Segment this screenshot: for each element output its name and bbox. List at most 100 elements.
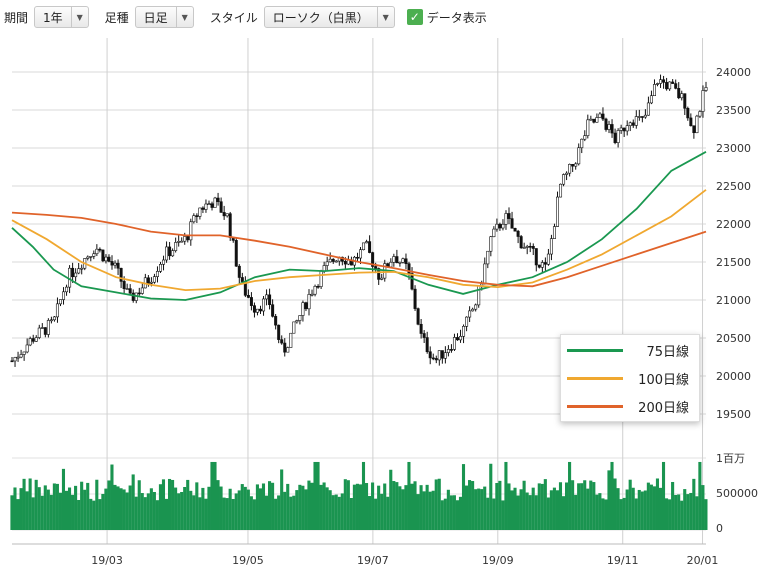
candle-body (213, 197, 217, 208)
candle-body (343, 261, 347, 265)
volume-bar (513, 487, 517, 530)
style-value: ローソク（白黒） (272, 10, 369, 25)
candle-body (289, 332, 293, 348)
volume-bar (474, 489, 478, 530)
candlestick (89, 256, 93, 262)
show-data-toggle[interactable]: ✓ データ表示 (406, 9, 487, 26)
candlestick (671, 79, 675, 84)
volume-bar (304, 489, 308, 530)
candlestick (355, 252, 359, 262)
candle-body (222, 212, 226, 217)
candle-body (40, 327, 44, 329)
candlestick (704, 81, 708, 92)
candle-body (701, 90, 705, 112)
candlestick (198, 207, 202, 220)
candle-body (510, 218, 514, 229)
candle-body (183, 236, 187, 242)
candle-body (316, 286, 320, 288)
volume-bar (255, 484, 259, 530)
checkmark-icon[interactable]: ✓ (406, 9, 423, 25)
candle-body (628, 122, 632, 126)
volume-bar (483, 486, 487, 530)
candlestick (274, 313, 278, 330)
candle-body (471, 308, 475, 312)
candlestick (80, 264, 84, 275)
candle-body (662, 79, 666, 83)
volume-bar (180, 491, 184, 530)
volume-bar (155, 500, 159, 530)
candle-body (431, 357, 435, 360)
volume-bar (219, 486, 223, 530)
price-tick-label: 24000 (716, 66, 751, 79)
candle-body (62, 291, 66, 300)
candle-body (513, 227, 517, 232)
show-data-label: データ表示 (426, 10, 487, 25)
volume-bar (195, 482, 199, 530)
volume-bar (704, 499, 708, 530)
candlestick (140, 282, 144, 295)
candlestick (104, 254, 108, 264)
candlestick (692, 125, 696, 139)
candle-body (434, 358, 438, 361)
volume-bar (271, 482, 275, 530)
candlestick (265, 289, 269, 306)
candlestick (268, 288, 272, 310)
candle-body (556, 196, 560, 227)
candle-body (652, 84, 656, 97)
candlestick (277, 324, 281, 344)
candle-body (504, 213, 508, 225)
candlestick (443, 346, 447, 364)
candlestick (610, 119, 614, 138)
candle-body (410, 273, 414, 290)
candlestick (662, 75, 666, 89)
volume-bar (646, 482, 650, 530)
candlestick (522, 242, 526, 249)
bar-type-select[interactable]: 日足 ▼ (134, 6, 194, 28)
candlestick (640, 116, 644, 123)
candle-body (668, 81, 672, 90)
candle-body (186, 236, 190, 241)
volume-bar (407, 461, 411, 530)
candle-body (577, 147, 581, 165)
candlestick (598, 112, 602, 118)
volume-bar (525, 492, 529, 530)
candlestick (319, 269, 323, 289)
volume-bar (249, 496, 253, 530)
volume-bar (43, 485, 47, 530)
candle-body (201, 207, 205, 210)
candle-body (462, 326, 466, 337)
volume-bar (231, 498, 235, 530)
volume-bar (64, 490, 69, 530)
volume-bar (452, 495, 456, 530)
candlestick (143, 273, 147, 289)
style-select[interactable]: ローソク（白黒） ▼ (263, 6, 395, 28)
candlestick (595, 113, 599, 123)
candlestick (395, 249, 399, 264)
volume-bar (486, 497, 490, 530)
chevron-down-icon: ▼ (175, 7, 193, 27)
volume-bar (425, 484, 429, 530)
volume-bar (458, 496, 463, 530)
volume-bar (237, 490, 241, 530)
volume-bar (389, 469, 393, 530)
volume-bar (98, 499, 102, 530)
candle-body (683, 93, 687, 109)
candlestick (616, 128, 620, 148)
candle-body (677, 88, 681, 99)
candlestick (304, 301, 308, 312)
candle-body (546, 253, 550, 265)
candle-body (104, 256, 108, 262)
candlestick (446, 345, 450, 357)
candlestick (637, 109, 641, 121)
volume-bar (313, 461, 317, 530)
volume-bar (34, 479, 38, 530)
candlestick (607, 120, 611, 134)
candle-body (34, 337, 38, 342)
candlestick (389, 258, 393, 268)
candle-body (298, 315, 302, 321)
volume-bar (537, 483, 541, 530)
candlestick (234, 238, 238, 267)
volume-bar (361, 461, 366, 530)
period-select[interactable]: 1年 ▼ (34, 6, 89, 28)
period-label: 期間 (4, 10, 29, 25)
